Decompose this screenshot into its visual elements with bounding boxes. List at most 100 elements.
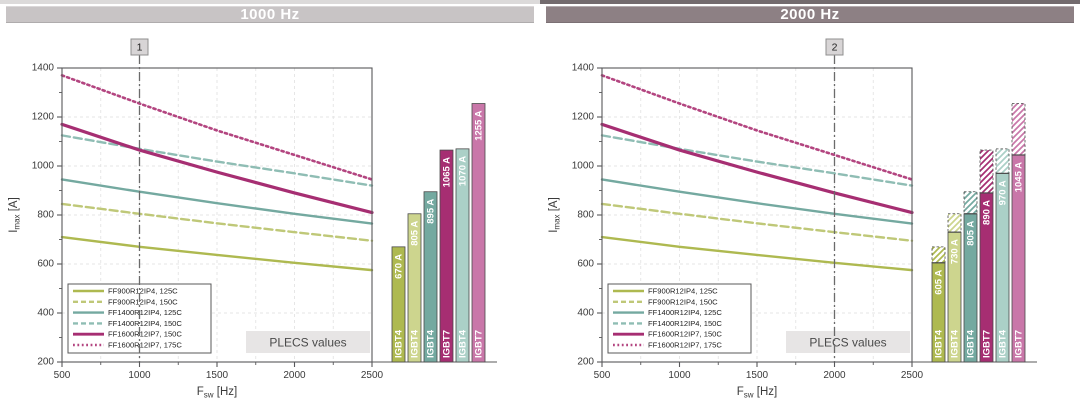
svg-text:1000: 1000 (32, 161, 55, 172)
svg-text:FF1600R12IP7, 150C: FF1600R12IP7, 150C (648, 330, 722, 339)
x-axis-label: Fsw [Hz] (737, 386, 777, 400)
bar-category-label: IGBT4 (394, 329, 405, 358)
svg-text:FF900R12IP4, 125C: FF900R12IP4, 125C (108, 287, 178, 296)
svg-text:PLECS values: PLECS values (269, 336, 346, 350)
svg-text:2000: 2000 (283, 370, 306, 381)
svg-text:2500: 2500 (361, 370, 384, 381)
bar-value-label: 895 A (426, 199, 437, 224)
svg-text:800: 800 (577, 210, 594, 221)
svg-text:1500: 1500 (206, 370, 229, 381)
svg-text:1400: 1400 (32, 63, 55, 74)
plecs-values-badge: PLECS values (246, 331, 370, 353)
bar-category-label: IGBT7 (1014, 330, 1025, 358)
svg-text:2500: 2500 (901, 370, 924, 381)
frequency-marker: 1 (130, 38, 149, 362)
axes: 200 400 600 800 1000 1200 1400 500 1000 1500 2000 2… (572, 63, 1037, 381)
bar-category-label: IGBT7 (474, 330, 485, 358)
svg-text:FF1600R12IP7, 175C: FF1600R12IP7, 175C (108, 341, 182, 350)
frequency-marker: 2 (825, 38, 844, 362)
svg-text:800: 800 (37, 210, 54, 221)
bar-value-label: 805 A (966, 221, 977, 246)
svg-text:FF900R12IP4, 125C: FF900R12IP4, 125C (648, 287, 718, 296)
bar-hatched-extension (963, 191, 978, 215)
bar-solid (455, 148, 470, 363)
svg-text:2000: 2000 (823, 370, 846, 381)
svg-text:1500: 1500 (746, 370, 769, 381)
svg-text:400: 400 (577, 308, 594, 319)
top-strip-right (540, 0, 1080, 5)
bar-value-label: 670 A (394, 254, 405, 279)
svg-text:200: 200 (577, 357, 594, 368)
svg-text:FF1400R12IP4, 150C: FF1400R12IP4, 150C (648, 319, 722, 328)
bar-value-label: 1070 A (458, 156, 469, 186)
svg-text:FF900R12IP4, 150C: FF900R12IP4, 150C (648, 297, 718, 306)
bar-value-label: 805 A (410, 221, 421, 246)
bar-category-label: IGBT7 (442, 330, 453, 358)
panel-title: 1000 Hz (240, 5, 300, 23)
svg-text:FF1600R12IP7, 150C: FF1600R12IP7, 150C (108, 330, 182, 339)
bar-category-label: IGBT4 (950, 329, 961, 358)
bar-category-label: IGBT7 (982, 330, 993, 358)
strip-gap (0, 4, 540, 6)
bar-series: 670 A IGBT4 805 A IGBT4 895 A IGBT4 1065 A IGBT… (391, 103, 486, 363)
svg-text:1000: 1000 (572, 161, 595, 172)
top-strip-left (0, 0, 540, 5)
bar-solid (391, 246, 406, 363)
chart-wrap-left: 200 400 600 800 1000 1200 1400 500 1000 1500 2000 2… (0, 23, 540, 412)
bar-hatched-extension (995, 148, 1010, 174)
svg-text:500: 500 (594, 370, 611, 381)
panel-1000hz: 1000 Hz 200 400 600 800 1000 1200 1400 500 1000 1… (0, 0, 540, 412)
bar-solid (407, 213, 422, 363)
svg-text:FF1400R12IP4, 125C: FF1400R12IP4, 125C (108, 308, 182, 317)
panel-2000hz: 2000 Hz 200 400 600 800 1000 1200 1400 500 1000 1… (540, 0, 1080, 412)
panel-header-2000hz: 2000 Hz (546, 5, 1074, 23)
panel-title: 2000 Hz (780, 5, 840, 23)
svg-text:500: 500 (54, 370, 71, 381)
x-axis-label: Fsw [Hz] (197, 386, 237, 400)
line-series (600, 74, 914, 272)
chart-1000hz: 200 400 600 800 1000 1200 1400 500 1000 1500 2000 2… (8, 38, 497, 400)
bar-value-label: 605 A (934, 270, 945, 295)
svg-text:1000: 1000 (668, 370, 691, 381)
svg-text:1000: 1000 (128, 370, 151, 381)
svg-text:200: 200 (37, 357, 54, 368)
bar-value-label: 890 A (982, 200, 993, 225)
bar-category-label: IGBT4 (426, 329, 437, 358)
svg-text:400: 400 (37, 308, 54, 319)
bar-hatched-extension (979, 149, 994, 194)
bar-hatched-extension (947, 213, 962, 233)
bar-hatched-extension (931, 246, 946, 264)
bar-value-label: 730 A (950, 239, 961, 264)
bar-hatched-extension (1011, 103, 1026, 156)
svg-text:PLECS values: PLECS values (809, 336, 886, 350)
svg-text:1200: 1200 (572, 112, 595, 123)
svg-text:FF1600R12IP7, 175C: FF1600R12IP7, 175C (648, 341, 722, 350)
panel-header-1000hz: 1000 Hz (6, 5, 534, 23)
svg-text:FF900R12IP4, 150C: FF900R12IP4, 150C (108, 297, 178, 306)
bar-category-label: IGBT4 (998, 329, 1009, 358)
bar-category-label: IGBT4 (934, 329, 945, 358)
svg-text:1400: 1400 (572, 63, 595, 74)
plecs-values-badge: PLECS values (786, 331, 910, 353)
bar-category-label: IGBT4 (410, 329, 421, 358)
strip-gap (540, 4, 1080, 6)
svg-text:600: 600 (577, 259, 594, 270)
bar-value-label: 1065 A (442, 157, 453, 187)
y-axis-label: Imax [A] (548, 197, 562, 233)
y-axis-label: Imax [A] (8, 197, 22, 233)
chart-2000hz: 200 400 600 800 1000 1200 1400 500 1000 1500 2000 2… (548, 38, 1037, 400)
bar-series: 605 A IGBT4 730 A IGBT4 805 A IGBT4 890 A IGBT7… (931, 103, 1026, 363)
bar-solid (471, 103, 486, 363)
svg-text:FF1400R12IP4, 125C: FF1400R12IP4, 125C (648, 308, 722, 317)
bar-value-label: 1045 A (1014, 162, 1025, 192)
chart-wrap-right: 200 400 600 800 1000 1200 1400 500 1000 1500 2000 2… (540, 23, 1080, 412)
line-series (60, 74, 374, 272)
bar-solid (439, 149, 454, 363)
marker-label: 1 (137, 42, 143, 54)
bar-value-label: 970 A (998, 180, 1009, 205)
marker-label: 2 (832, 42, 838, 54)
svg-text:FF1400R12IP4, 150C: FF1400R12IP4, 150C (108, 319, 182, 328)
